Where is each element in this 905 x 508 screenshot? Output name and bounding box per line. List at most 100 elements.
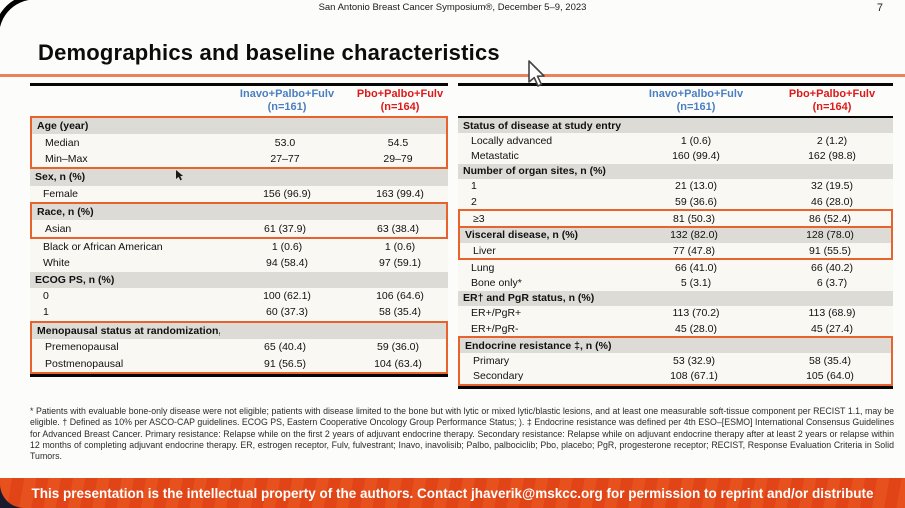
title-underline: [0, 74, 905, 77]
row-value-arm2: 163 (99.4): [376, 187, 424, 200]
row-value-arm2: 29–79: [383, 152, 413, 165]
conference-header: San Antonio Breast Cancer Symposium®, De…: [318, 2, 587, 13]
row-label: Premenopausal: [45, 341, 119, 354]
row-value-arm1: 66 (41.0): [674, 261, 718, 274]
table-row: Bone only* 5 (3.1) 6 (3.7): [458, 275, 893, 291]
row-value-arm1: 1 (0.6): [271, 240, 303, 253]
row-value-arm2: 6 (3.7): [816, 276, 848, 289]
table-row: 1 21 (13.0) 32 (19.5): [458, 178, 893, 194]
row-label: ECOG PS, n (%): [35, 273, 115, 286]
row-value-arm2: 63 (38.4): [376, 222, 420, 235]
row-label: Black or African American: [43, 240, 163, 253]
row-label: ER+/PgR-: [471, 322, 519, 335]
arm1-n: (n=161): [267, 101, 307, 113]
table-row: Secondary 108 (67.1) 105 (64.0): [460, 368, 891, 384]
page-number: 7: [876, 2, 883, 14]
row-label: Locally advanced: [471, 134, 553, 147]
table-row: ER† and PgR status, n (%): [458, 290, 893, 306]
table-row: Age (year): [32, 118, 446, 135]
table-row: Menopausal status at randomization, n (%…: [32, 322, 446, 340]
arm2-name: Pbo+Palbo+Fulv: [788, 88, 876, 100]
row-label: Lung: [471, 261, 495, 274]
highlight-box: Endocrine resistance ‡, n (%) Primary 53 (…: [458, 336, 893, 386]
row-value-arm1: 27–77: [270, 152, 300, 165]
row-value-arm2: 46 (28.0): [810, 195, 854, 208]
row-label: Median: [45, 136, 80, 149]
row-label: 2: [471, 195, 477, 208]
table-row: Race, n (%): [32, 203, 446, 221]
row-value-arm2: 58 (35.4): [378, 306, 422, 319]
page-title: Demographics and baseline characteristic…: [38, 40, 500, 65]
highlight-box: Visceral disease, n (%) 132 (82.0) 128 (78…: [458, 225, 893, 261]
row-value-arm1: 94 (58.4): [265, 257, 309, 270]
row-value-arm1: 53.0: [274, 136, 296, 149]
arm2-n: (n=164): [812, 101, 852, 113]
table-body-right: Status of disease at study entry, n (%)L…: [458, 118, 893, 389]
column-header-pbo: Pbo+Palbo+Fulv (n=164): [352, 88, 448, 114]
highlight-box: Menopausal status at randomization, n (%…: [30, 320, 448, 374]
rounded-corner-arc: [0, 0, 29, 28]
row-label: Female: [43, 187, 79, 200]
row-value-arm1: 59 (36.6): [674, 195, 718, 208]
row-value-arm2: 2 (1.2): [816, 134, 848, 147]
table-row: Number of organ sites, n (%): [458, 163, 893, 179]
row-value-arm1: 77 (47.8): [672, 244, 716, 257]
row-label: 1: [471, 180, 477, 193]
table-row: 1 60 (37.3) 58 (35.4): [30, 304, 448, 321]
row-label: Age (year): [37, 120, 89, 133]
row-label: Asian: [45, 222, 72, 235]
row-label: Liver: [473, 244, 496, 257]
table-row: Lung 66 (41.0) 66 (40.2): [458, 260, 893, 276]
row-label: White: [43, 257, 70, 270]
copyright-banner: This presentation is the intellectual pr…: [0, 478, 905, 508]
row-value-arm1: 1 (0.6): [680, 134, 712, 147]
row-value-arm2: 66 (40.2): [810, 261, 854, 274]
header-spacer: [30, 88, 222, 114]
table-row: ER+/PgR- 45 (28.0) 45 (27.4): [458, 320, 893, 337]
row-value-arm2: 45 (27.4): [810, 322, 854, 335]
highlight-box: Race, n (%) Asian 61 (37.9) 63 (38.4): [30, 201, 448, 239]
table-row: Primary 53 (32.9) 58 (35.4): [460, 353, 891, 369]
table-row: ECOG PS, n (%): [30, 271, 448, 288]
row-value-arm2: 1 (0.6): [384, 240, 416, 253]
table-row: Asian 61 (37.9) 63 (38.4): [32, 220, 446, 237]
row-value-arm2: 128 (78.0): [806, 229, 854, 242]
row-value-arm1: 108 (67.1): [670, 370, 718, 383]
table-row: 2 59 (36.6) 46 (28.0): [458, 193, 893, 210]
row-label: 1: [43, 306, 49, 319]
table-row: Female 156 (96.9) 163 (99.4): [30, 185, 448, 202]
row-value-arm2: 162 (98.8): [808, 149, 856, 162]
table-row: Sex, n (%): [30, 169, 448, 186]
row-label: ER† and PgR status, n (%): [463, 292, 595, 305]
row-value-arm2: 86 (52.4): [808, 212, 852, 225]
table-row: Min–Max 27–77 29–79: [32, 150, 446, 168]
row-value-arm1: 53 (32.9): [672, 354, 716, 367]
row-label: Menopausal status at randomization, n (%…: [37, 324, 220, 337]
table-row: 0 100 (62.1) 106 (64.6): [30, 287, 448, 305]
row-label: Min–Max: [45, 152, 88, 165]
table-row: Metastatic 160 (99.4) 162 (98.8): [458, 148, 893, 164]
arm2-n: (n=164): [380, 101, 420, 113]
footnote: * Patients with evaluable bone-only dise…: [30, 406, 894, 461]
row-value-arm1: 45 (28.0): [674, 322, 718, 335]
row-value-arm2: 97 (59.1): [378, 257, 422, 270]
row-value-arm1: 65 (40.4): [263, 341, 307, 354]
row-label: Number of organ sites, n (%): [463, 165, 606, 178]
row-value-arm1: 21 (13.0): [674, 180, 718, 193]
row-value-arm2: 113 (68.9): [808, 307, 856, 320]
row-label: Postmenopausal: [45, 357, 124, 370]
table-body-left: Age (year) Median 53.0 54.5 Min–Max 27–77 29–7…: [30, 116, 448, 377]
row-label: Sex, n (%): [35, 171, 86, 184]
table-row: White 94 (58.4) 97 (59.1): [30, 255, 448, 272]
demographics-table-right: Inavo+Palbo+Fulv (n=161) Pbo+Palbo+Fulv …: [458, 83, 893, 389]
row-value-arm1: 5 (3.1): [680, 276, 712, 289]
arm1-name: Inavo+Palbo+Fulv: [648, 88, 744, 100]
column-header-inavo: Inavo+Palbo+Fulv (n=161): [621, 88, 771, 114]
highlight-box: Age (year) Median 53.0 54.5 Min–Max 27–77 29–7…: [30, 116, 448, 170]
row-value-arm2: 104 (63.4): [374, 357, 422, 370]
table-row: Postmenopausal 91 (56.5) 104 (63.4): [32, 355, 446, 372]
row-label: Primary: [473, 354, 510, 367]
arm1-name: Inavo+Palbo+Fulv: [239, 88, 335, 100]
small-cursor-icon: [176, 170, 183, 181]
